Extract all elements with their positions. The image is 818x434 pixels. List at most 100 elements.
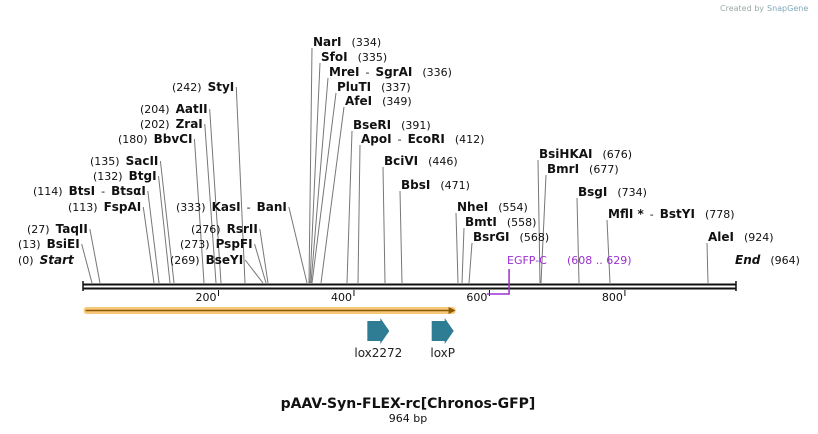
ruler-tick-label: 800 [602,291,623,304]
site-label-part: - [247,201,251,214]
site-label-bbsi: BbsI (471) [401,178,470,192]
leader-taqii [89,228,101,284]
primer-name: EGFP-C [507,254,547,267]
site-bbsi: BbsI (471) [401,178,470,192]
snapgene-brand: SnapGene [767,4,808,13]
leader-bcivi [382,166,386,284]
site-label-zrai: (202) ZraI [140,117,203,131]
site-label-part: - [650,208,654,221]
site-label-apoi: ApoI - EcoRI (412) [361,132,484,146]
site-bseyi: (269) BseYI [170,253,243,267]
site-end: End (964) [735,253,800,267]
site-label-part: - [398,133,402,146]
leader-bbvci [193,138,205,284]
site-label-part: (677) [589,163,619,176]
site-label-part: (132) [93,170,123,183]
site-label-rsrii: (276) RsrII [191,222,258,236]
leader-zrai [204,123,217,284]
site-label-btgi: (132) BtgI [93,169,157,183]
site-label-part: (964) [770,254,800,267]
site-labels: (0) Start (13) BsiEI(27) TaqII (113) FspAI (114… [18,35,800,267]
lox2272-label: lox2272 [354,346,402,360]
leader-styi [235,86,246,284]
site-label-sacii: (135) SacII [90,154,158,168]
site-label-part: BsgI [578,185,607,199]
site-label-part: BtgI [129,169,157,183]
site-label-aatii: (204) AatII [140,102,208,116]
site-label-bmri: BmrI (677) [547,162,619,176]
site-label-part: (924) [744,231,774,244]
leader-bbsi [399,190,403,284]
primer-egfp-c: EGFP-C (608 .. 629) [486,254,632,295]
site-label-part: AatII [176,102,208,116]
ruler-ticks: 200 400 600 800 [195,290,626,304]
site-label-bbvci: (180) BbvCI [118,132,192,146]
site-label-afei: AfeI (349) [345,94,412,108]
leader-kasi [288,206,308,284]
leader-mrei [310,77,329,284]
site-label-part: RsrII [227,222,258,236]
site-label-part: (471) [440,179,470,192]
site-label-part: BmtI [465,215,497,229]
site-bcivi: BciVI (446) [384,154,458,168]
site-label-part: ApoI [361,132,392,146]
map-title: pAAV-Syn-FLEX-rc[Chronos-GFP] [281,396,536,412]
site-label-part: (113) [68,201,98,214]
site-label-bsihkai: BsiHKAI (676) [539,147,632,161]
site-label-part: StyI [208,80,235,94]
site-sacii: (135) SacII [90,154,158,168]
site-label-part: (269) [170,254,200,267]
site-kasi: (333) KasI - BanI [176,200,287,214]
site-label-bsrgi: BsrGI (568) [473,230,549,244]
site-styi: (242) StyI [172,80,234,94]
leader-aatii [209,108,222,284]
site-label-part: (349) [382,95,412,108]
site-label-part: NarI [313,35,342,49]
site-leaders [81,47,709,284]
site-label-part: BbsI [401,178,430,192]
site-label-part: MflI * [608,207,644,221]
site-label-part: BtsI [69,184,96,198]
created-by-text: Created by [720,4,764,13]
map-title-block: pAAV-Syn-FLEX-rc[Chronos-GFP] 964 bp [281,396,536,425]
site-label-sfoi: SfoI (335) [321,50,387,64]
site-label-part: BsiHKAI [539,147,593,161]
loxp-arrow [431,318,454,344]
site-label-part: FspAI [104,200,142,214]
leader-sacii [159,160,175,284]
ruler-tick-label: 200 [195,291,216,304]
site-label-part: (734) [617,186,647,199]
site-bmri: BmrI (677) [547,162,619,176]
leader-mfli [606,219,611,284]
site-pluti: PluTI (337) [337,80,411,94]
orf-track [83,307,456,314]
site-aatii: (204) AatII [140,102,208,116]
site-label-part: TaqII [56,222,88,236]
leader-bsrgi [468,242,473,284]
site-label-part: - [101,185,105,198]
site-label-part: (114) [33,185,63,198]
site-pspfi: (273) PspFI [180,237,253,251]
site-btsi: (114) BtsI - BtsαI [33,184,146,198]
ruler-tick-label: 400 [331,291,352,304]
site-label-part: (135) [90,155,120,168]
site-label-part: EcoRI [408,132,445,146]
site-label-part: (333) [176,201,206,214]
site-label-pspfi: (273) PspFI [180,237,253,251]
leader-nhei [455,212,459,284]
site-label-part: (180) [118,133,148,146]
lox2272-arrow [367,318,390,344]
site-label-part: (202) [140,118,170,131]
site-label-nhei: NheI (554) [457,200,528,214]
site-start: (0) Start [18,253,75,267]
primer-marker [486,269,510,295]
site-label-part: SfoI [321,50,348,64]
site-label-part: (276) [191,223,221,236]
site-label-part: (204) [140,103,170,116]
site-label-part: (273) [180,238,210,251]
site-label-part: NheI [457,200,488,214]
site-label-part: BseRI [353,118,391,132]
site-label-start: (0) Start [18,253,75,267]
site-label-bsiei: (13) BsiEI [18,237,80,251]
leader-bseri [346,130,353,284]
